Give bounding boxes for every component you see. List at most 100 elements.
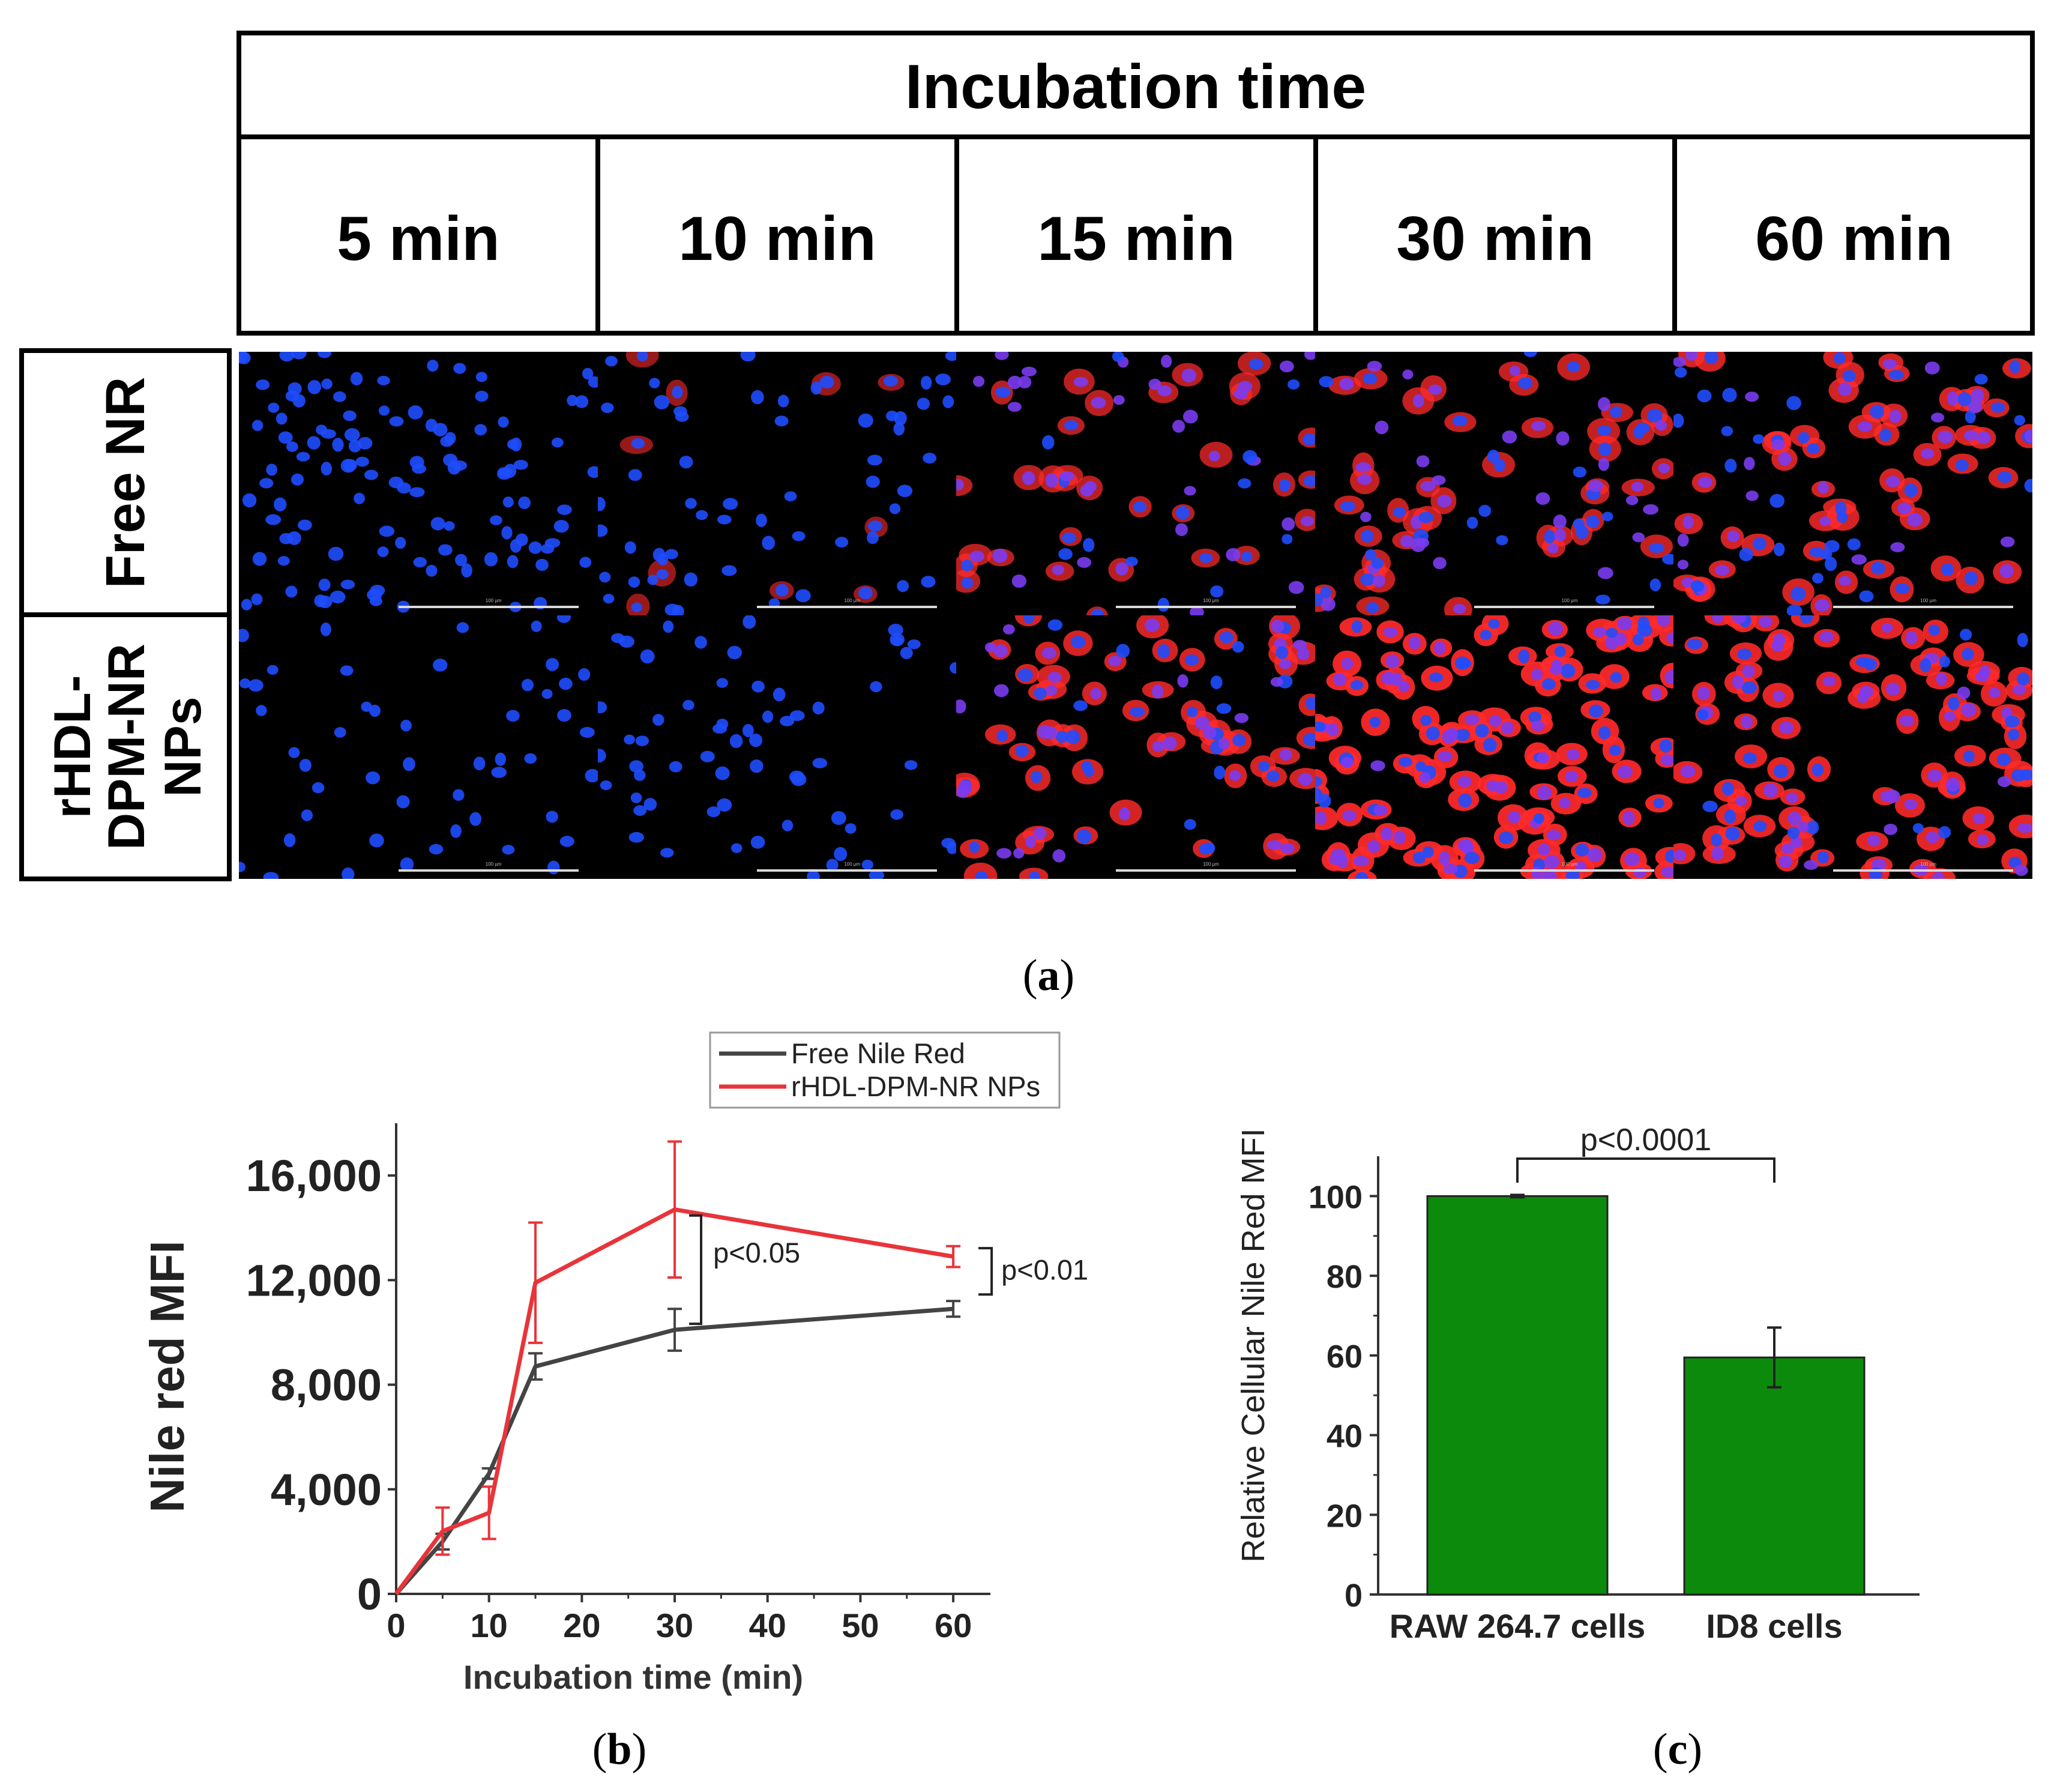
y-axis-label-c: Relative Cellular Nile Red MFI <box>1235 1128 1271 1562</box>
column-label-5min: 5 min <box>337 204 500 274</box>
x-category-label: RAW 264.7 cells <box>1390 1607 1645 1645</box>
series-line-free-nile-red <box>394 1306 954 1596</box>
bracket-p001 <box>978 1247 993 1296</box>
micrograph-image <box>1315 615 1674 879</box>
legend-box <box>709 1031 1061 1109</box>
annotation-p00001: p<0.0001 <box>1580 1123 1711 1157</box>
y-axis-label: Nile red MFI <box>140 1240 194 1512</box>
legend-label-rhdl: rHDL-DPM-NR NPs <box>791 1070 1040 1102</box>
micrograph-image <box>597 615 957 879</box>
line-chart-legend: Free Nile Red rHDL-DPM-NR NPs <box>709 1031 1061 1109</box>
caption-b: (b) <box>592 1725 647 1774</box>
scale-bar <box>398 606 579 608</box>
scale-bar <box>757 606 938 608</box>
micrograph-10min-row2: 100 µm <box>597 615 957 879</box>
x-tick-label: 30 <box>656 1606 693 1644</box>
micrograph-image <box>956 615 1315 879</box>
micrograph-5min-row2: 100 µm <box>239 615 598 879</box>
y-tick-label: 12,000 <box>246 1255 382 1305</box>
scale-bar-label: 100 µm <box>1561 598 1578 603</box>
scale-bar <box>1115 606 1296 608</box>
scale-bar-label: 100 µm <box>1202 598 1219 603</box>
annotation-p001: p<0.01 <box>1001 1254 1088 1286</box>
micrograph-30min-row1: 100 µm <box>1315 352 1674 615</box>
y-tick-label-c: 60 <box>1327 1339 1363 1375</box>
column-label-60min: 60 min <box>1755 204 1953 274</box>
microscopy-grid: 100 µm 100 µm 100 µm 100 µm 100 µm 100 µm 100 … <box>239 352 2032 879</box>
micrograph-60min-row1: 100 µm <box>1673 352 2032 615</box>
caption-a: (a) <box>1022 951 1075 1000</box>
row-label-rhdl-line1: rHDL- <box>44 675 101 819</box>
scale-bar-label: 100 µm <box>1920 861 1936 867</box>
header-title: Incubation time <box>905 52 1366 122</box>
annotation-p005: p<0.05 <box>713 1237 800 1269</box>
significance-annotations: p<0.05 p<0.01 <box>689 1214 1088 1326</box>
x-tick-label: 20 <box>563 1606 600 1644</box>
micrograph-15min-row2: 100 µm <box>956 615 1315 879</box>
scale-bar-label: 100 µm <box>844 861 861 867</box>
y-tick-label-c: 40 <box>1327 1419 1363 1455</box>
line-chart-axes: 0 10 20 30 40 50 60 0 4,000 8,000 12,000 16,000 <box>246 1123 990 1644</box>
scale-bar <box>1833 869 2013 872</box>
panel-a-table: Incubation time 5 min 10 min 15 min 30 m… <box>19 31 2035 881</box>
row-label-rhdl-line3: NPs <box>154 696 212 797</box>
bar-chart-axes: 0 20 40 60 80 100 <box>1309 1156 1920 1614</box>
bracket-p00001 <box>1516 1157 1775 1183</box>
x-tick-label: 10 <box>471 1606 508 1644</box>
scale-bar <box>1115 869 1296 872</box>
bar-id8 <box>1683 1356 1866 1596</box>
micrograph-5min-row1: 100 µm <box>239 352 598 615</box>
y-tick-label-c: 100 <box>1309 1179 1363 1215</box>
y-tick-label-c: 20 <box>1327 1498 1363 1534</box>
scale-bar-label: 100 µm <box>1920 598 1936 603</box>
micrograph-30min-row2: 100 µm <box>1315 615 1674 879</box>
micrograph-15min-row1: 100 µm <box>956 352 1315 615</box>
legend-label-free-nile-red: Free Nile Red <box>791 1037 965 1069</box>
micrograph-image <box>1673 352 2032 615</box>
y-tick-label: 4,000 <box>271 1465 382 1515</box>
scale-bar-label: 100 µm <box>485 861 502 867</box>
scale-bar-label: 100 µm <box>1202 861 1219 867</box>
bar-raw-264-7 <box>1426 1195 1609 1596</box>
bracket-p005 <box>689 1214 703 1326</box>
micrograph-image <box>1315 352 1674 615</box>
micrograph-image <box>956 352 1315 615</box>
scale-bar <box>757 869 938 872</box>
y-tick-label: 8,000 <box>271 1360 382 1410</box>
x-tick-label: 40 <box>749 1606 786 1644</box>
x-category-label: ID8 cells <box>1706 1607 1842 1645</box>
micrograph-60min-row2: 100 µm <box>1673 615 2032 879</box>
x-axis-label: Incubation time (min) <box>463 1658 803 1696</box>
x-tick-label: 50 <box>842 1606 879 1644</box>
column-label-30min: 30 min <box>1396 204 1594 274</box>
row-label-free-nr: Free NR <box>95 377 156 589</box>
series-line-rhdl-dpm-nr <box>394 1207 954 1596</box>
x-tick-label: 0 <box>387 1606 405 1644</box>
line-chart-panel-b: 0 10 20 30 40 50 60 0 4,000 8,000 12,000 16,000 Fre… <box>140 1031 1088 1696</box>
bar-chart-panel-c: 0 20 40 60 80 100 RAW 264.7 cells ID8 cells p<… <box>1235 1123 1920 1645</box>
y-tick-label: 16,000 <box>246 1151 382 1201</box>
micrograph-image <box>1673 615 2032 879</box>
line-chart-series <box>394 1140 961 1596</box>
scale-bar <box>1474 606 1655 608</box>
scale-bar <box>1833 606 2013 608</box>
micrograph-10min-row1: 100 µm <box>597 352 957 615</box>
bar-chart-bars: RAW 264.7 cells ID8 cells <box>1390 1193 1866 1645</box>
scale-bar-label: 100 µm <box>485 598 502 603</box>
x-tick-label: 60 <box>935 1606 972 1644</box>
header-frame <box>236 31 2035 336</box>
micrograph-image <box>597 352 957 615</box>
caption-c: (c) <box>1652 1725 1703 1774</box>
y-tick-label-c: 80 <box>1327 1259 1363 1295</box>
column-label-15min: 15 min <box>1037 204 1235 274</box>
micrograph-image <box>239 615 598 879</box>
scale-bar-label: 100 µm <box>1561 861 1578 867</box>
scale-bar <box>1474 869 1655 872</box>
y-tick-label-c: 0 <box>1345 1578 1363 1614</box>
y-tick-label: 0 <box>357 1569 382 1619</box>
scale-bar <box>398 869 579 872</box>
micrograph-image <box>239 352 598 613</box>
row-label-rhdl-line2: DPM-NR <box>98 644 155 850</box>
scale-bar-label: 100 µm <box>844 598 861 603</box>
column-label-10min: 10 min <box>678 204 876 274</box>
